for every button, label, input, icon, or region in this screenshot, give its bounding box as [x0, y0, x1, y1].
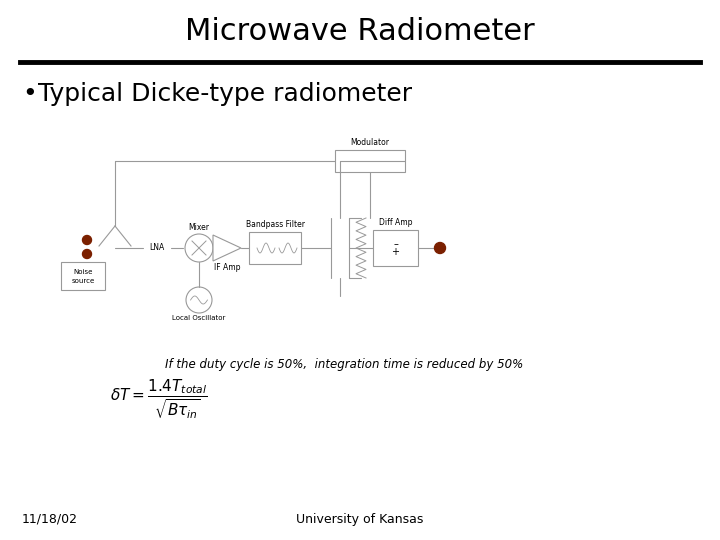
Text: •: • — [22, 82, 37, 106]
Text: $\delta T = \dfrac{1.4T_{total}}{\sqrt{B\tau_{in}}}$: $\delta T = \dfrac{1.4T_{total}}{\sqrt{B… — [110, 378, 208, 421]
Text: Diff Amp: Diff Amp — [379, 218, 413, 227]
Text: –: – — [393, 239, 398, 249]
Text: University of Kansas: University of Kansas — [297, 513, 423, 526]
Text: IF Amp: IF Amp — [214, 263, 240, 272]
Text: source: source — [71, 278, 94, 284]
Text: Modulator: Modulator — [351, 138, 390, 147]
Circle shape — [83, 249, 91, 259]
Text: LNA: LNA — [149, 244, 164, 253]
Bar — [335, 150, 405, 172]
Text: Local Oscillator: Local Oscillator — [172, 315, 225, 321]
Text: 11/18/02: 11/18/02 — [22, 513, 78, 526]
Text: Mixer: Mixer — [189, 223, 210, 232]
Circle shape — [83, 235, 91, 245]
Circle shape — [185, 234, 213, 262]
Text: Typical Dicke-type radiometer: Typical Dicke-type radiometer — [38, 82, 412, 106]
Circle shape — [186, 287, 212, 313]
Text: If the duty cycle is 50%,  integration time is reduced by 50%: If the duty cycle is 50%, integration ti… — [165, 358, 523, 371]
Text: Noise: Noise — [73, 269, 93, 275]
Bar — [249, 232, 301, 264]
Polygon shape — [213, 235, 241, 261]
Bar — [61, 262, 105, 290]
Text: +: + — [392, 247, 400, 257]
Bar — [373, 230, 418, 266]
Circle shape — [434, 242, 446, 253]
Text: Bandpass Filter: Bandpass Filter — [246, 220, 305, 229]
Text: Microwave Radiometer: Microwave Radiometer — [185, 17, 535, 46]
